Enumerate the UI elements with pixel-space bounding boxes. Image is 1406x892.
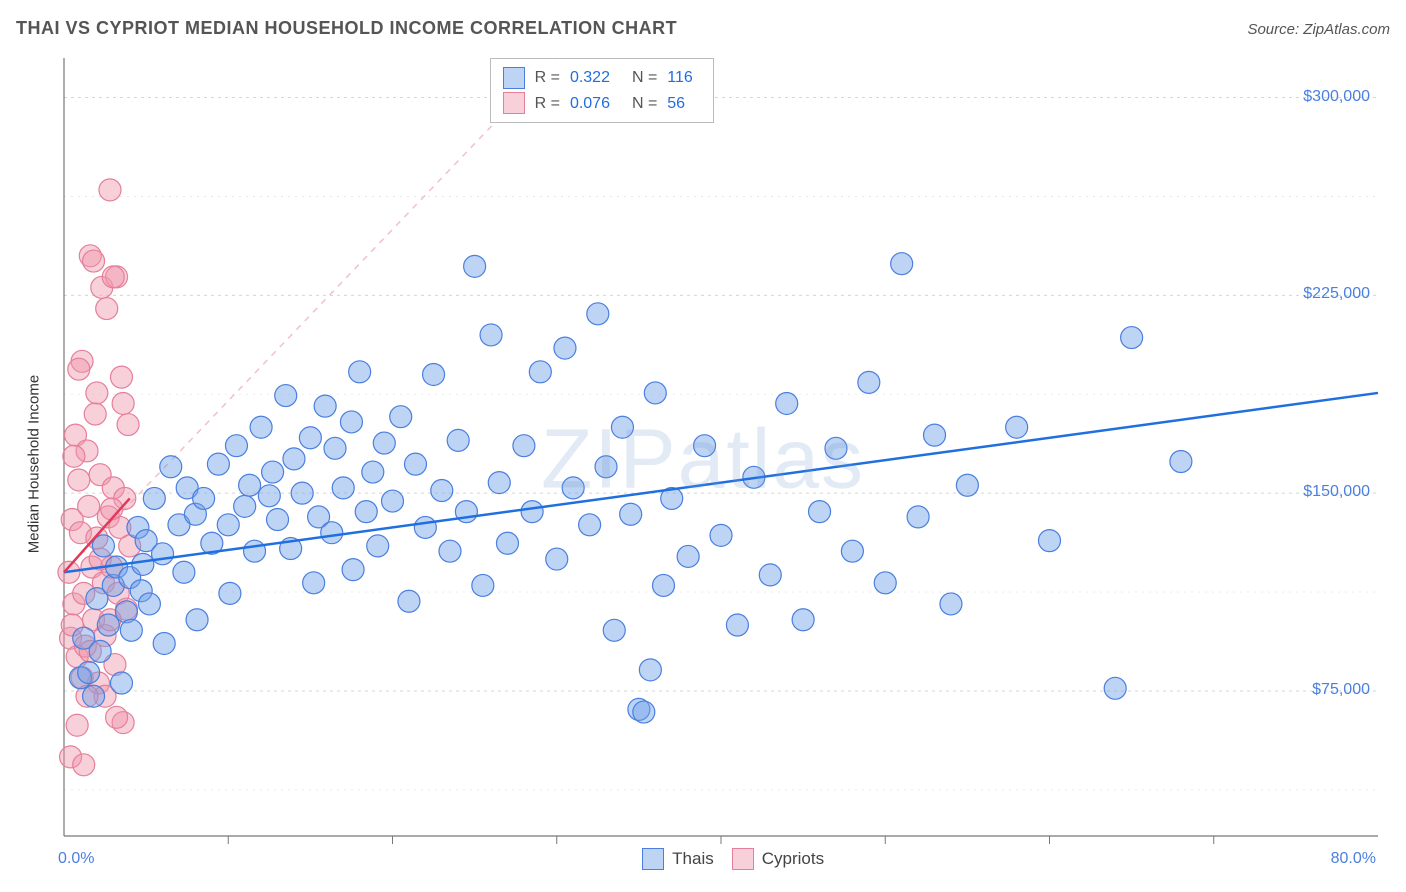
chart-title: THAI VS CYPRIOT MEDIAN HOUSEHOLD INCOME … (16, 18, 677, 39)
x-axis-min-label: 0.0% (58, 850, 94, 868)
series-legend: Thais Cypriots (642, 848, 824, 870)
y-tick-label: $225,000 (1303, 285, 1370, 303)
chart-header: THAI VS CYPRIOT MEDIAN HOUSEHOLD INCOME … (16, 18, 1390, 39)
y-tick-label: $150,000 (1303, 483, 1370, 501)
legend-swatch (503, 67, 525, 89)
legend-swatch (642, 848, 664, 870)
chart-source: Source: ZipAtlas.com (1247, 21, 1390, 38)
series-legend-item: Thais (642, 848, 714, 870)
y-tick-label: $75,000 (1312, 681, 1370, 699)
x-axis-max-label: 80.0% (1331, 850, 1376, 868)
scatter-chart (16, 52, 1390, 876)
n-label: N = (632, 91, 657, 117)
stats-legend-row: R = 0.076 N = 56 (503, 91, 702, 117)
series-label: Thais (672, 849, 714, 869)
r-value: 0.076 (570, 91, 622, 117)
legend-swatch (732, 848, 754, 870)
y-tick-label: $300,000 (1303, 88, 1370, 106)
y-axis-label: Median Household Income (26, 375, 43, 553)
series-legend-item: Cypriots (732, 848, 824, 870)
legend-swatch (503, 92, 525, 114)
n-value: 116 (667, 65, 701, 91)
n-label: N = (632, 65, 657, 91)
r-value: 0.322 (570, 65, 622, 91)
n-value: 56 (667, 91, 701, 117)
r-label: R = (535, 65, 560, 91)
plot-area: Median Household Income ZIPatlas R =0.32… (16, 52, 1390, 876)
r-label: R = (535, 91, 560, 117)
stats-legend: R = 0.322 N = 116 R = 0.076 N = 56 (490, 58, 715, 123)
stats-legend-row: R = 0.322 N = 116 (503, 65, 702, 91)
series-label: Cypriots (762, 849, 824, 869)
